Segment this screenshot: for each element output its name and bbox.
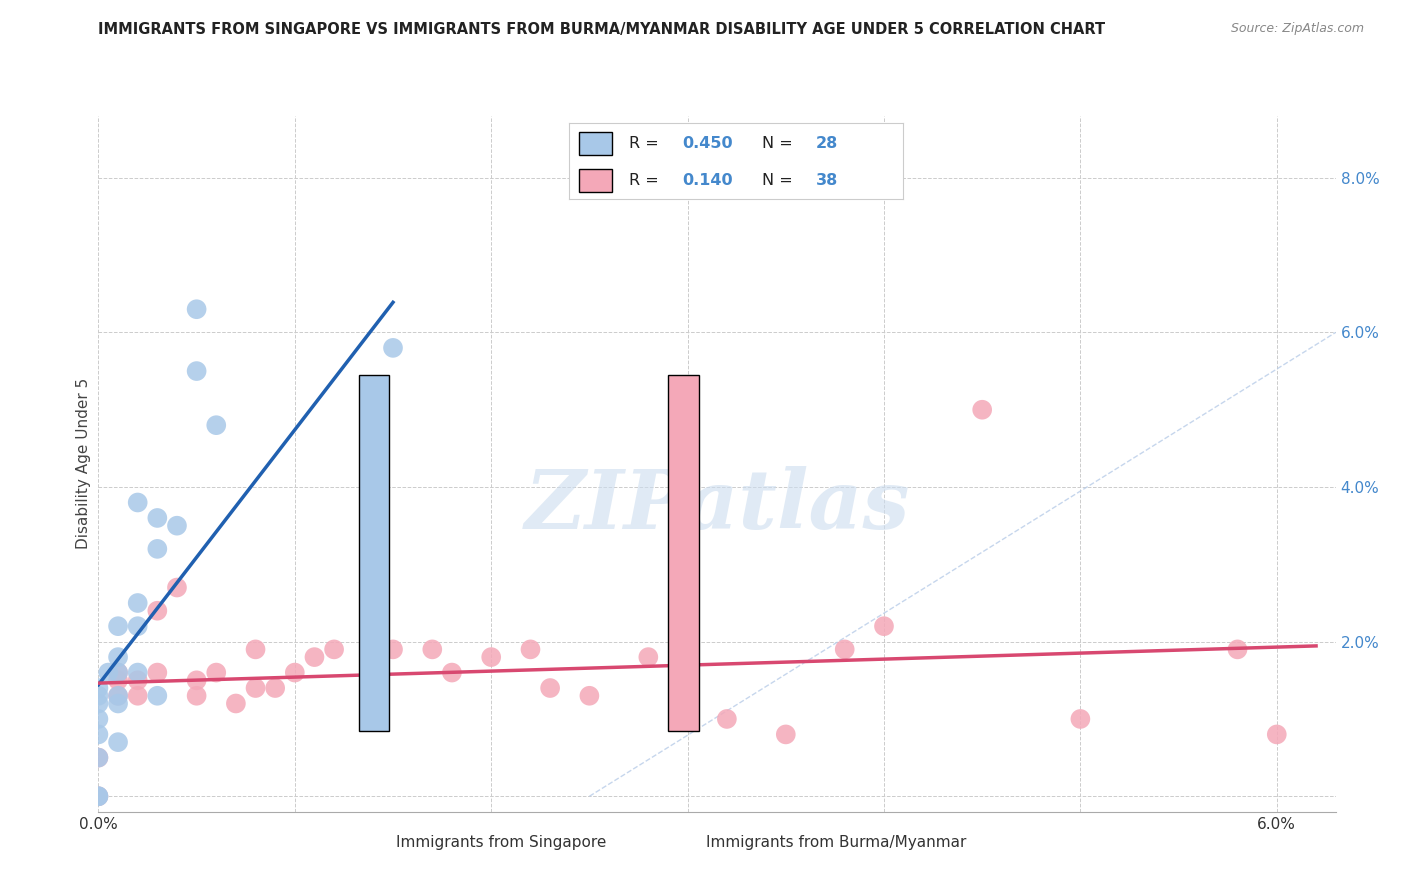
Point — [107, 619, 129, 633]
Point — [87, 681, 110, 695]
Point — [107, 689, 129, 703]
Text: ZIPatlas: ZIPatlas — [524, 466, 910, 546]
Point — [107, 673, 129, 688]
Point — [127, 665, 149, 680]
Point — [304, 650, 326, 665]
Point — [87, 697, 110, 711]
Point — [166, 581, 188, 595]
Point — [186, 302, 208, 317]
Point — [87, 789, 110, 804]
Point — [127, 596, 149, 610]
Point — [873, 619, 896, 633]
Point — [87, 689, 110, 703]
Point — [107, 650, 129, 665]
Point — [420, 642, 443, 657]
Point — [245, 642, 267, 657]
Point — [107, 697, 129, 711]
Text: Immigrants from Burma/Myanmar: Immigrants from Burma/Myanmar — [706, 836, 966, 850]
Point — [146, 511, 169, 525]
Point — [107, 665, 129, 680]
Point — [363, 665, 385, 680]
Y-axis label: Disability Age Under 5: Disability Age Under 5 — [76, 378, 91, 549]
Point — [363, 511, 385, 525]
Point — [127, 495, 149, 509]
Point — [538, 681, 561, 695]
Point — [186, 673, 208, 688]
Point — [972, 402, 994, 417]
Point — [107, 689, 129, 703]
Point — [186, 364, 208, 378]
Text: Source: ZipAtlas.com: Source: ZipAtlas.com — [1230, 22, 1364, 36]
Point — [205, 665, 228, 680]
Point — [637, 650, 659, 665]
Point — [87, 712, 110, 726]
Point — [440, 665, 463, 680]
Point — [519, 642, 541, 657]
Text: Immigrants from Singapore: Immigrants from Singapore — [396, 836, 607, 850]
Text: IMMIGRANTS FROM SINGAPORE VS IMMIGRANTS FROM BURMA/MYANMAR DISABILITY AGE UNDER : IMMIGRANTS FROM SINGAPORE VS IMMIGRANTS … — [98, 22, 1105, 37]
Point — [382, 642, 405, 657]
Point — [146, 689, 169, 703]
Point — [834, 642, 856, 657]
Point — [87, 750, 110, 764]
Point — [97, 665, 120, 680]
Point — [127, 689, 149, 703]
Point — [225, 697, 247, 711]
Point — [146, 604, 169, 618]
Point — [107, 735, 129, 749]
Point — [716, 712, 738, 726]
Point — [87, 789, 110, 804]
Point — [107, 665, 129, 680]
Point — [284, 665, 307, 680]
Point — [87, 789, 110, 804]
Point — [323, 642, 346, 657]
Point — [382, 341, 405, 355]
Point — [87, 727, 110, 741]
Point — [87, 750, 110, 764]
Point — [127, 619, 149, 633]
Point — [578, 689, 600, 703]
Point — [264, 681, 287, 695]
Point — [676, 712, 699, 726]
Point — [479, 650, 502, 665]
Point — [1226, 642, 1249, 657]
Point — [245, 681, 267, 695]
Point — [775, 727, 797, 741]
Point — [205, 418, 228, 433]
Point — [127, 673, 149, 688]
Point — [146, 665, 169, 680]
Point — [1069, 712, 1091, 726]
Point — [186, 689, 208, 703]
Point — [166, 518, 188, 533]
Point — [146, 541, 169, 556]
Point — [1265, 727, 1288, 741]
